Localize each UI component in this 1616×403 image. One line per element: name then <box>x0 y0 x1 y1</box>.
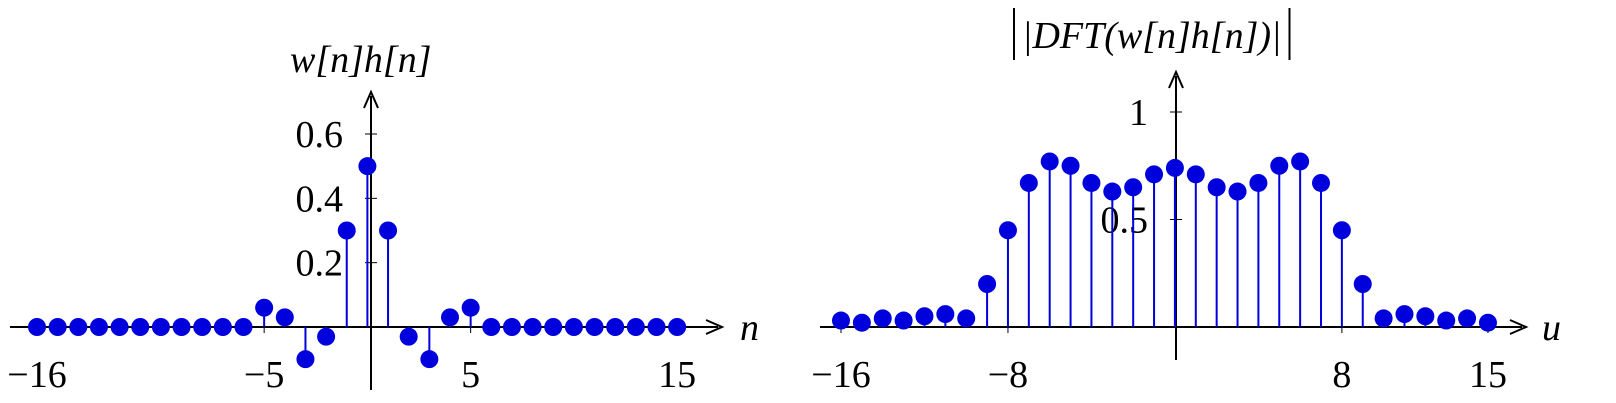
stem-point <box>957 309 976 328</box>
stem-point <box>1332 221 1351 240</box>
stem-point <box>1040 152 1059 171</box>
stem-point <box>296 350 315 369</box>
y-axis-arrow-icon <box>363 89 379 109</box>
stem-point <box>873 309 892 328</box>
stem-point <box>1207 178 1226 197</box>
stem-point <box>1145 165 1164 184</box>
x-ticks: −16 −5 5 15 <box>7 321 696 396</box>
stem-point <box>1228 182 1247 201</box>
stem-point <box>193 318 212 336</box>
stems <box>28 157 687 369</box>
stem-point <box>915 307 934 326</box>
stem-point <box>420 350 439 369</box>
stem-point <box>502 318 521 336</box>
x-ticks: −16 −8 8 15 <box>811 321 1507 396</box>
x-tick-label: −5 <box>244 354 284 396</box>
x-tick-label: 5 <box>461 354 480 396</box>
stem-point <box>544 318 563 336</box>
stem-point <box>379 221 398 240</box>
stem-point <box>1165 158 1184 177</box>
stem-point <box>234 318 253 336</box>
stem-point <box>585 318 604 336</box>
stem-point <box>1124 178 1143 197</box>
x-axis-arrow-icon <box>705 319 725 335</box>
x-axis-label: n <box>740 307 759 349</box>
stem-point <box>647 318 666 336</box>
stem-point <box>606 318 625 336</box>
x-axis-label: u <box>1542 307 1561 349</box>
stems <box>832 152 1497 332</box>
stem-point <box>1082 173 1101 192</box>
stem-point <box>936 305 955 324</box>
stem-point <box>894 311 913 330</box>
y-ticks: 0.51 <box>1101 92 1182 242</box>
stem-point <box>1353 275 1372 293</box>
stem-point <box>564 318 583 336</box>
plot-w-times-h: 0.2 0.4 0.6 −16 −5 5 15 w[n]h[n] n <box>7 39 759 396</box>
stem-point <box>275 308 294 327</box>
stem-point <box>1312 173 1331 192</box>
stem-point <box>110 318 129 336</box>
x-tick-label: 15 <box>1469 354 1507 396</box>
stem-point <box>337 221 356 240</box>
y-tick-label: 0.5 <box>1101 200 1149 242</box>
stem-point <box>482 318 501 336</box>
stem-point <box>48 318 67 336</box>
stem-point <box>1270 156 1289 175</box>
stem-point <box>668 318 687 336</box>
stem-point <box>998 221 1017 240</box>
chart-title: |DFT(w[n]h[n])| <box>1022 15 1282 57</box>
stem-point <box>832 311 850 330</box>
x-tick-label: −8 <box>988 354 1028 396</box>
y-tick-label: 0.4 <box>296 178 344 220</box>
stem-point <box>1019 173 1038 192</box>
stem-point <box>69 318 88 336</box>
stem-point <box>1103 182 1122 201</box>
stem-point <box>1437 311 1456 330</box>
stem-point <box>317 327 336 346</box>
x-tick-label: 8 <box>1332 354 1351 396</box>
x-tick-label: 15 <box>658 354 696 396</box>
stem-point <box>978 275 997 293</box>
x-tick-label: −16 <box>811 354 870 396</box>
y-tick-label: 0.2 <box>296 243 344 285</box>
stem-point <box>1478 313 1497 332</box>
stem-point <box>626 318 645 336</box>
stem-point <box>441 308 459 327</box>
stem-point <box>1291 152 1310 171</box>
stem-point <box>399 327 418 346</box>
stem-point <box>1416 307 1435 326</box>
stem-point <box>852 313 871 332</box>
chart-title: w[n]h[n] <box>290 39 432 81</box>
plot-dft-magnitude: 0.51 −16 −8 8 15 |DFT(w[n]h[n])| u <box>811 8 1561 396</box>
stem-point <box>1061 156 1080 175</box>
stem-point <box>461 298 480 317</box>
stem-point <box>1395 305 1414 324</box>
y-axis-arrow-icon <box>1168 69 1184 89</box>
stem-point <box>255 298 274 317</box>
stem-point <box>1458 309 1477 328</box>
stem-point <box>358 157 377 176</box>
stem-point <box>151 318 170 336</box>
stem-point <box>1374 309 1393 328</box>
y-tick-label: 0.6 <box>296 114 344 156</box>
stem-point <box>89 318 108 336</box>
stem-point <box>28 318 46 336</box>
x-tick-label: −16 <box>7 354 66 396</box>
x-axis-arrow-icon <box>1509 319 1529 335</box>
stem-point <box>131 318 150 336</box>
stem-point <box>1249 173 1268 192</box>
stem-point <box>172 318 191 336</box>
stem-point <box>1186 165 1205 184</box>
y-tick-label: 1 <box>1129 92 1148 134</box>
stem-point <box>213 318 232 336</box>
stem-point <box>523 318 542 336</box>
y-ticks: 0.2 0.4 0.6 <box>296 114 377 285</box>
